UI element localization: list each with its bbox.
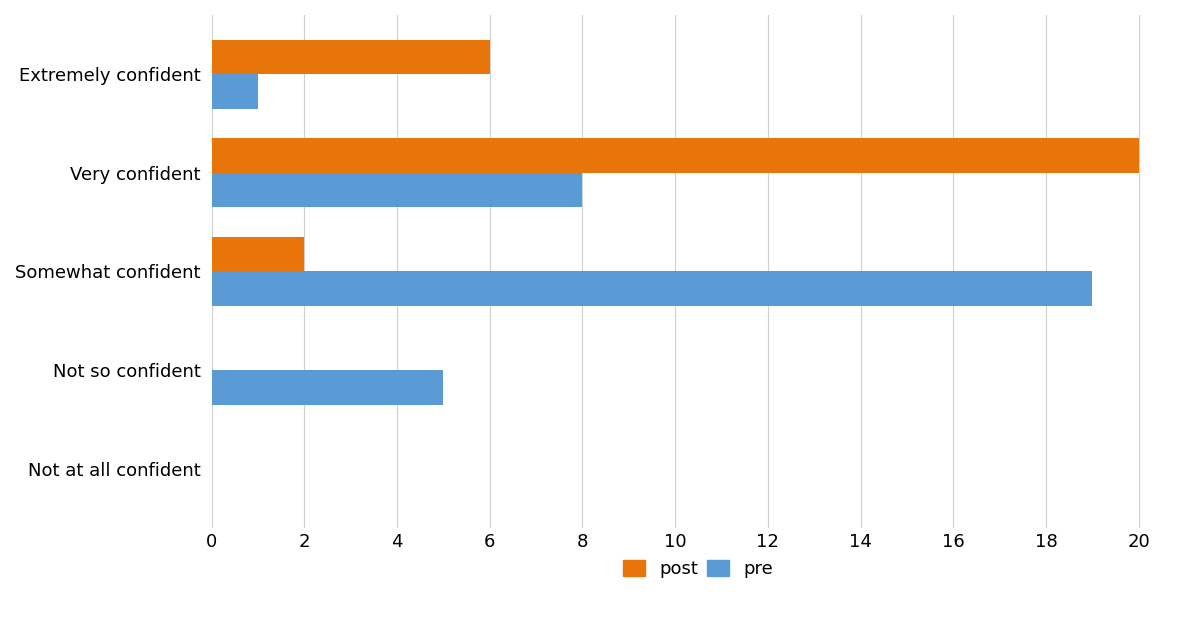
Legend: post, pre: post, pre <box>616 553 780 585</box>
Bar <box>211 138 1139 173</box>
Bar <box>211 370 443 404</box>
Bar <box>211 74 258 109</box>
Bar <box>211 40 490 74</box>
Bar <box>211 173 582 207</box>
Bar <box>211 271 1092 306</box>
Bar <box>211 237 305 271</box>
